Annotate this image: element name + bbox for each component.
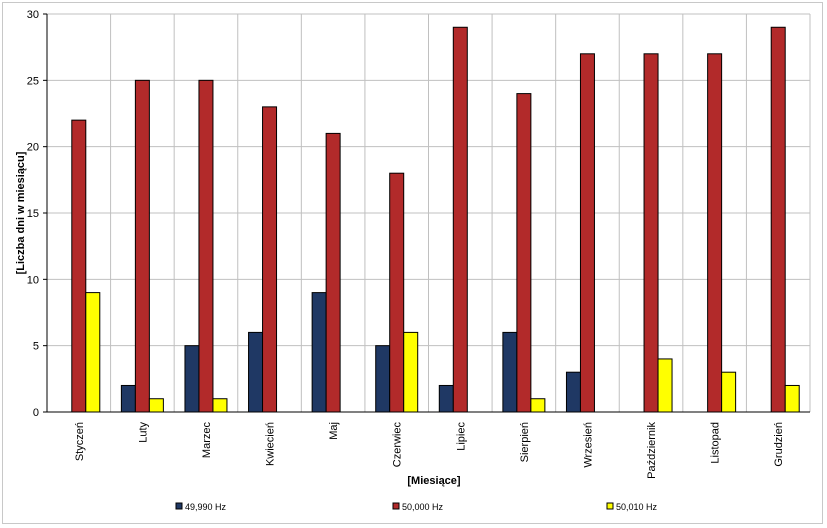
legend-item: 50,010 Hz bbox=[606, 502, 658, 512]
x-tick-label: Listopad bbox=[710, 422, 722, 464]
bar-50000Hz-2 bbox=[198, 79, 214, 413]
y-axis-title: [Liczba dni w miesiącu] bbox=[15, 151, 27, 274]
y-tick-label: 0 bbox=[33, 407, 39, 419]
bar-50000Hz-8 bbox=[579, 53, 595, 413]
bar-49990Hz-6 bbox=[438, 384, 454, 413]
y-axis-ticks: 0 5 10 15 20 25 30 bbox=[27, 9, 47, 419]
y-tick-label: 25 bbox=[27, 75, 39, 87]
bar-50010Hz-9 bbox=[657, 358, 673, 413]
bar-50000Hz-6 bbox=[452, 26, 468, 413]
legend-label: 49,990 Hz bbox=[185, 502, 227, 512]
x-axis-ticks: Styczeń Luty Marzec Kwiecień Maj Czerwiec Lipi… bbox=[74, 422, 785, 479]
x-tick-label: Luty bbox=[137, 422, 149, 443]
bar-49990Hz-4 bbox=[311, 292, 327, 413]
y-tick-label: 5 bbox=[33, 341, 39, 353]
bar-50000Hz-3 bbox=[262, 106, 278, 413]
x-tick-label: Czerwiec bbox=[392, 422, 404, 468]
bar-50010Hz-10 bbox=[721, 371, 737, 413]
y-tick-label: 30 bbox=[27, 9, 39, 21]
bar-50000Hz-5 bbox=[389, 172, 405, 413]
legend-label: 50,000 Hz bbox=[402, 502, 444, 512]
bar-50010Hz-7 bbox=[530, 398, 546, 413]
bar-50000Hz-10 bbox=[707, 53, 723, 413]
legend-label: 50,010 Hz bbox=[616, 502, 658, 512]
bars bbox=[71, 26, 800, 413]
grid bbox=[46, 13, 811, 413]
legend-swatch bbox=[175, 502, 183, 510]
legend: 49,990 Hz 50,000 Hz 50,010 Hz bbox=[175, 502, 658, 512]
x-tick-label: Październik bbox=[646, 422, 658, 479]
x-tick-label: Wrzesień bbox=[582, 422, 594, 468]
bar-50000Hz-7 bbox=[516, 93, 532, 413]
bar-49990Hz-8 bbox=[565, 371, 581, 413]
x-tick-label: Grudzień bbox=[773, 422, 785, 467]
bar-49990Hz-1 bbox=[120, 384, 136, 413]
bar-49990Hz-5 bbox=[375, 345, 391, 413]
bar-50000Hz-11 bbox=[770, 26, 786, 413]
y-tick-label: 10 bbox=[27, 274, 39, 286]
bar-50000Hz-9 bbox=[643, 53, 659, 413]
x-axis-title: [Miesiące] bbox=[407, 475, 461, 487]
legend-swatch bbox=[392, 502, 400, 510]
legend-swatch bbox=[606, 502, 614, 510]
bar-50000Hz-0 bbox=[71, 119, 87, 413]
bar-50000Hz-4 bbox=[325, 132, 341, 413]
bar-50010Hz-11 bbox=[784, 384, 800, 413]
bar-50000Hz-1 bbox=[134, 79, 150, 413]
bar-50010Hz-5 bbox=[403, 331, 419, 413]
x-tick-label: Styczeń bbox=[74, 422, 86, 461]
bar-49990Hz-3 bbox=[248, 331, 264, 413]
bar-50010Hz-1 bbox=[148, 398, 164, 413]
bar-49990Hz-7 bbox=[502, 331, 518, 413]
x-tick-label: Kwiecień bbox=[265, 422, 277, 466]
y-tick-label: 20 bbox=[27, 142, 39, 154]
y-tick-label: 15 bbox=[27, 208, 39, 220]
x-tick-label: Marzec bbox=[201, 422, 213, 459]
bar-50010Hz-2 bbox=[212, 398, 228, 413]
x-tick-label: Lipiec bbox=[455, 422, 467, 451]
legend-item: 50,000 Hz bbox=[392, 502, 444, 512]
legend-item: 49,990 Hz bbox=[175, 502, 227, 512]
bar-50010Hz-0 bbox=[85, 292, 101, 413]
x-tick-label: Sierpień bbox=[519, 422, 531, 462]
x-tick-label: Maj bbox=[328, 422, 340, 440]
bar-49990Hz-2 bbox=[184, 345, 200, 413]
